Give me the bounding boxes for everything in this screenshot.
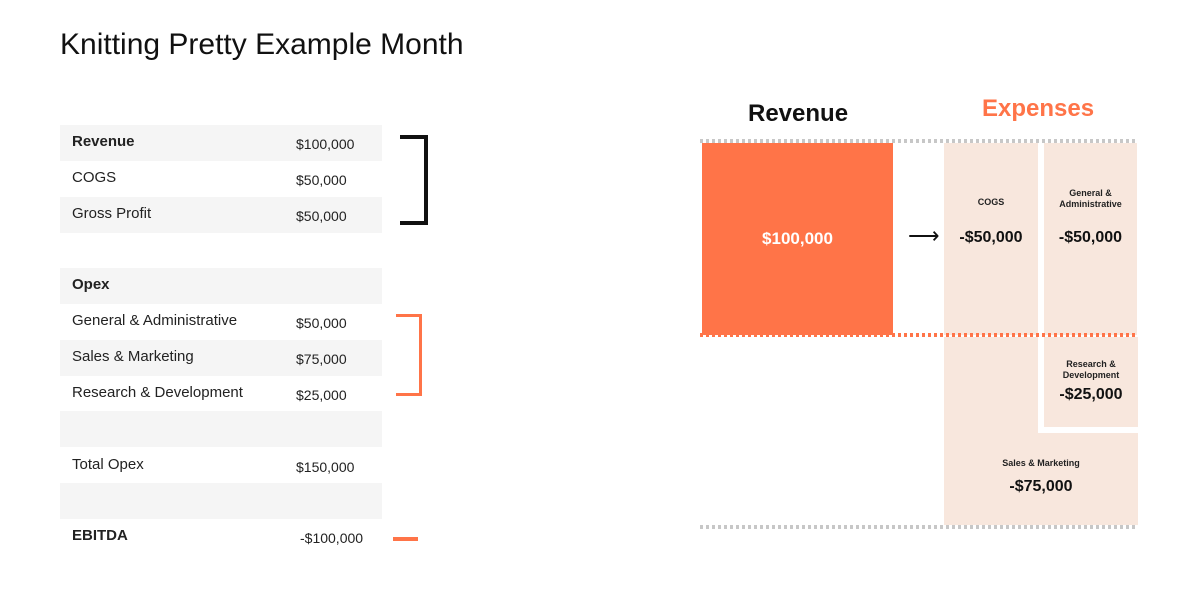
rd-box-amount: -$25,000 xyxy=(1059,386,1123,403)
rd-box-label-1: Research & xyxy=(1066,359,1116,369)
ga-box: General & Administrative -$50,000 xyxy=(1044,143,1137,335)
rd-value: $25,000 xyxy=(296,387,347,403)
cogs-value: $50,000 xyxy=(296,172,347,188)
row-spacer-2 xyxy=(60,483,382,519)
cogs-box-label: COGS xyxy=(977,197,1005,207)
rd-box: Research & Development -$25,000 xyxy=(1044,337,1138,427)
rd-box-label-2: Development xyxy=(1062,370,1120,380)
ga-box-label-2: Administrative xyxy=(1059,199,1122,209)
revenue-heading: Revenue xyxy=(748,100,849,127)
revenue-value: $100,000 xyxy=(296,136,355,152)
divider-vertical xyxy=(1038,337,1044,433)
opex-bracket xyxy=(396,314,422,396)
ga-label: General & Administrative xyxy=(72,312,238,329)
row-opex: Opex xyxy=(60,268,382,304)
cogs-box-amount: -$50,000 xyxy=(959,229,1023,246)
sm-value: $75,000 xyxy=(296,351,347,367)
total-opex-label: Total Opex xyxy=(72,456,144,473)
row-ga: General & Administrative $50,000 xyxy=(60,304,382,340)
opex-label: Opex xyxy=(72,276,110,293)
ga-box-label-1: General & xyxy=(1069,188,1112,198)
divider-horizontal xyxy=(1038,427,1138,433)
row-total-opex: Total Opex $150,000 xyxy=(60,448,382,484)
page-title: Knitting Pretty Example Month xyxy=(60,28,464,61)
ebitda-value: -$100,000 xyxy=(300,530,364,546)
ga-box-amount: -$50,000 xyxy=(1058,229,1123,246)
row-sm: Sales & Marketing $75,000 xyxy=(60,340,382,376)
sm-box-label: Sales & Marketing xyxy=(1002,458,1080,468)
row-spacer-1 xyxy=(60,411,382,447)
row-cogs: COGS $50,000 xyxy=(60,161,382,197)
ebitda-marker xyxy=(393,537,418,541)
ebitda-label: EBITDA xyxy=(72,527,128,544)
row-gross-profit: Gross Profit $50,000 xyxy=(60,197,382,233)
cogs-label: COGS xyxy=(72,169,117,186)
top-dotted-line xyxy=(700,139,1138,143)
total-opex-value: $150,000 xyxy=(296,459,355,475)
row-revenue: Revenue $100,000 xyxy=(60,125,382,161)
revenue-level-dotted-line xyxy=(700,333,1138,337)
expenses-heading: Expenses xyxy=(982,95,1095,122)
gross-profit-label: Gross Profit xyxy=(72,205,152,222)
sm-label: Sales & Marketing xyxy=(72,348,194,365)
revenue-label: Revenue xyxy=(72,133,135,150)
rd-label: Research & Development xyxy=(72,384,243,401)
row-ebitda: EBITDA -$100,000 xyxy=(60,519,382,555)
cogs-box: COGS -$50,000 xyxy=(944,143,1038,335)
ga-value: $50,000 xyxy=(296,315,347,331)
bottom-dotted-line xyxy=(700,525,1138,529)
arrow-right-icon: ⟶ xyxy=(908,223,940,248)
row-rd: Research & Development $25,000 xyxy=(60,376,382,412)
revenue-box-amount: $100,000 xyxy=(762,229,833,248)
gross-profit-value: $50,000 xyxy=(296,208,347,224)
gross-profit-bracket xyxy=(400,135,428,225)
revenue-box: $100,000 xyxy=(702,143,893,335)
sm-box-amount: -$75,000 xyxy=(1009,478,1073,495)
